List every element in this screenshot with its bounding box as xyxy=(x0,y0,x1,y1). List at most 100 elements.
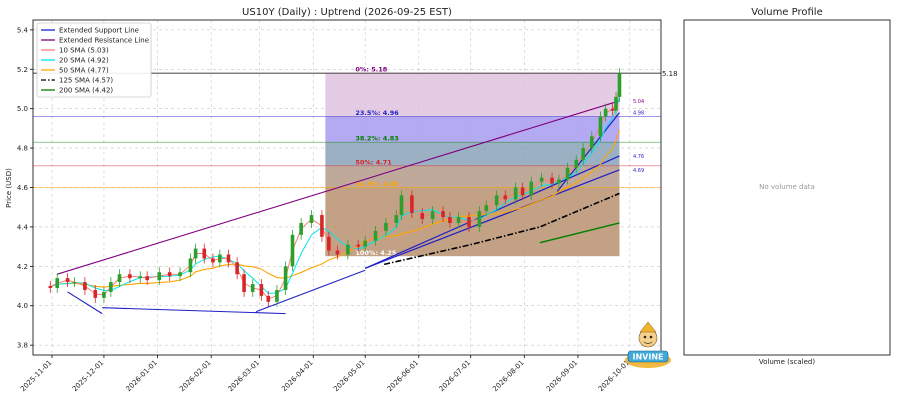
candle-body xyxy=(93,289,98,298)
legend-entry: 125 SMA (4.57) xyxy=(59,77,113,85)
candle-body xyxy=(467,217,471,227)
candle-body xyxy=(211,258,215,263)
sma125-line xyxy=(384,192,620,266)
fib-zone xyxy=(325,142,620,166)
sma200-line xyxy=(539,222,620,244)
y-tick-label: 4.0 xyxy=(17,302,28,310)
candle-body xyxy=(529,181,534,196)
candle-body xyxy=(539,177,544,182)
legend-entry: 20 SMA (4.92) xyxy=(59,57,109,65)
candle-body xyxy=(513,187,518,200)
line-end-label: 4.98 xyxy=(633,111,644,117)
y-axis: 3.8 4.0 4.2 4.4 4.6 4.8 5.0 5.2 5.4 xyxy=(17,26,33,350)
watermark-text: INVINE xyxy=(633,353,664,362)
fib-zone xyxy=(325,187,620,257)
support-line xyxy=(255,269,366,313)
candle-body xyxy=(356,244,361,247)
candle-body xyxy=(128,274,132,279)
fib-level-label: 50%: 4.71 xyxy=(355,158,392,166)
candle-body xyxy=(266,295,271,302)
candle-body xyxy=(565,167,570,180)
candle-body xyxy=(617,73,622,97)
candle-body xyxy=(441,211,445,218)
candle-body xyxy=(373,230,378,241)
candle-body xyxy=(327,236,331,251)
legend-entry: Extended Support Line xyxy=(59,27,139,35)
candle-body xyxy=(320,215,324,237)
candle-body xyxy=(430,211,435,220)
candle-body xyxy=(394,215,399,223)
candle-body xyxy=(335,250,340,255)
candle-body xyxy=(484,205,489,212)
candle-body xyxy=(167,272,172,277)
x-tick-label: 2026-04-01 xyxy=(280,359,314,393)
x-tick-label: 2026-01-01 xyxy=(125,359,159,393)
x-tick-label: 2026-08-01 xyxy=(491,359,525,393)
x-tick-label: 2026-06-01 xyxy=(386,359,420,393)
candle-body xyxy=(503,195,508,200)
x-tick-label: 2026-05-01 xyxy=(332,359,366,393)
candle-body xyxy=(520,187,525,196)
legend-entry: Extended Resistance Line xyxy=(59,37,149,45)
volume-x-label: Volume (scaled) xyxy=(759,358,815,366)
x-tick-label: 2025-11-01 xyxy=(19,359,53,393)
x-tick-label: 2026-07-01 xyxy=(438,359,472,393)
candle-body xyxy=(226,254,231,263)
candle-body xyxy=(102,291,106,298)
candle-body xyxy=(72,282,77,284)
x-tick-label: 2026-03-01 xyxy=(227,359,261,393)
candle-body xyxy=(574,159,579,168)
candle-body xyxy=(65,278,70,283)
fib-level-label: 23.5%: 4.96 xyxy=(355,109,399,117)
y-tick-label: 5.2 xyxy=(17,66,28,74)
candle-body xyxy=(178,272,182,277)
line-end-label: 5.04 xyxy=(633,99,644,105)
candle-body xyxy=(614,96,618,111)
x-tick-label: 2026-10-01 xyxy=(597,359,631,393)
support-line xyxy=(364,169,620,269)
y-tick-label: 4.4 xyxy=(17,223,29,231)
candle-body xyxy=(250,284,255,292)
candle-body xyxy=(550,177,554,184)
candle-body xyxy=(610,108,615,111)
candle-body xyxy=(109,282,113,292)
candle-body xyxy=(275,289,279,302)
price-labels: 5.18 5.04 4.98 4.76 4.69 xyxy=(633,70,678,174)
y-axis-label: Price (USD) xyxy=(5,168,13,208)
resistance-line xyxy=(57,100,620,275)
candle-body xyxy=(83,282,87,290)
current-price-label: 5.18 xyxy=(662,70,678,78)
candle-body xyxy=(299,222,303,235)
candle-body xyxy=(188,258,193,273)
fib-level-label: 61.8%: 4.60 xyxy=(355,180,399,188)
y-tick-label: 5.0 xyxy=(17,105,28,113)
candle-body xyxy=(581,148,585,160)
fib-level-label: 38.2%: 4.83 xyxy=(355,135,398,143)
fib-zone xyxy=(325,73,620,117)
candle-body xyxy=(145,276,149,281)
fib-level-label: 100%: 4.25 xyxy=(355,249,396,257)
candlesticks xyxy=(48,68,622,307)
candle-body xyxy=(309,215,314,223)
candle-body xyxy=(202,248,207,259)
line-end-label: 4.69 xyxy=(633,168,644,174)
candle-body xyxy=(410,195,414,214)
candle-body xyxy=(456,217,461,223)
candle-body xyxy=(290,234,295,267)
candle-body xyxy=(283,266,288,290)
candle-body xyxy=(557,179,561,184)
x-tick-label: 2025-12-01 xyxy=(71,359,105,393)
candle-body xyxy=(218,254,222,263)
candle-body xyxy=(193,248,198,259)
support-line xyxy=(67,291,103,315)
volume-profile-title: Volume Profile xyxy=(751,7,822,18)
line-end-label: 4.76 xyxy=(633,154,644,160)
candle-body xyxy=(448,217,452,223)
candle-body xyxy=(420,213,425,220)
candle-body xyxy=(384,222,388,231)
fibonacci-retracement: 0%: 5.18 23.5%: 4.96 38.2%: 4.83 50%: 4.71 6… xyxy=(33,66,661,257)
candle-body xyxy=(235,262,239,275)
chart-title: US10Y (Daily) : Uptrend (2026-09-25 EST) xyxy=(242,7,452,18)
watermark-logo: INVINE xyxy=(625,321,671,368)
